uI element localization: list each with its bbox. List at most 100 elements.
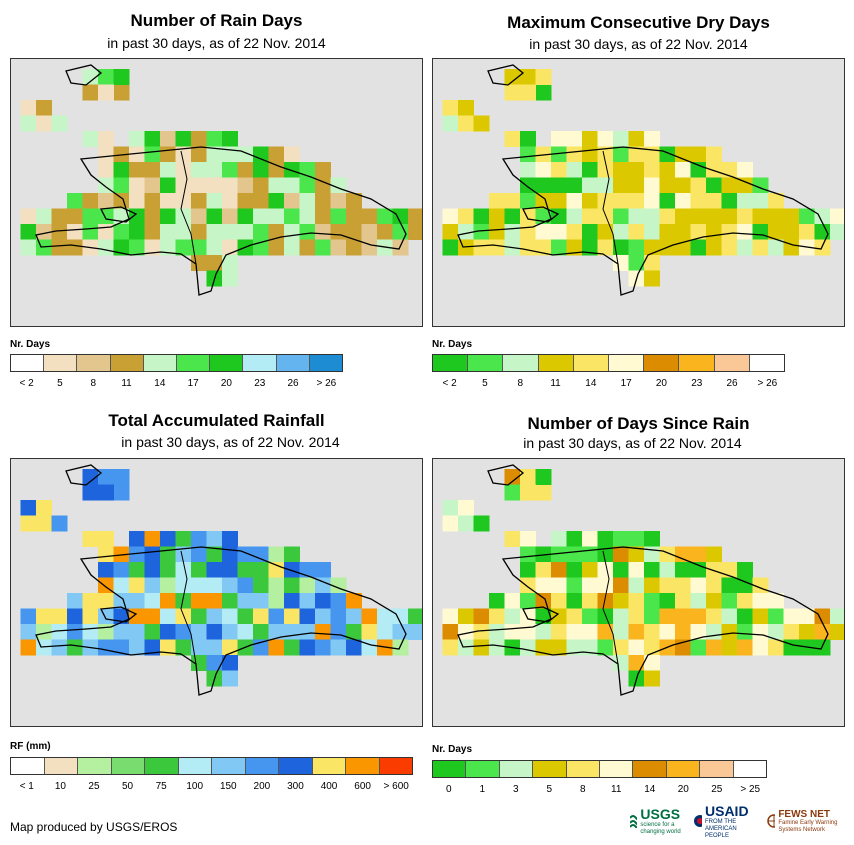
grid-cell — [721, 224, 738, 240]
grid-cell — [253, 546, 269, 563]
grid-cell — [144, 639, 161, 656]
grid-cell — [613, 193, 629, 209]
grid-cell — [489, 239, 505, 256]
grid-cell — [113, 577, 130, 594]
grid-cell — [268, 624, 285, 640]
grid-cell — [20, 208, 37, 225]
legend-label: 26 — [726, 378, 738, 389]
grid-cell — [206, 531, 223, 547]
grid-cell — [535, 193, 552, 209]
grid-cell — [98, 639, 114, 656]
grid-cell — [206, 131, 223, 147]
grid-cell — [628, 177, 645, 194]
legend-label: 11 — [121, 378, 132, 389]
grid-cell — [799, 208, 815, 225]
grid-cell — [113, 624, 130, 640]
grid-cell — [315, 608, 331, 625]
grid-cell — [644, 593, 660, 609]
grid-cell — [613, 208, 629, 225]
legend-swatch — [312, 758, 346, 774]
grid-cell — [675, 224, 691, 240]
legend-label: 75 — [155, 781, 167, 792]
usaid-seal-icon — [694, 815, 702, 827]
grid-cell — [489, 593, 505, 609]
grid-cell — [628, 162, 645, 178]
grid-cell — [222, 208, 238, 225]
grid-cell — [175, 177, 192, 194]
legend-swatch — [533, 761, 567, 777]
grid-cell — [206, 239, 223, 256]
legend-swatch — [433, 761, 467, 777]
grid-cell — [597, 531, 614, 547]
grid-cell — [36, 224, 52, 240]
grid-cell — [752, 208, 769, 225]
grid-cell — [628, 577, 645, 594]
map-days-since — [432, 458, 845, 727]
grid-cell — [222, 270, 238, 287]
grid-cell — [144, 193, 161, 209]
grid-cell — [98, 131, 114, 147]
grid-cell — [51, 224, 68, 240]
grid-cell — [98, 69, 114, 85]
panel-subtitle: in past 30 days, as of 22 Nov. 2014 — [107, 35, 326, 51]
grid-cell — [191, 608, 207, 625]
legend-label: 1 — [479, 784, 486, 795]
grid-cell — [690, 624, 707, 640]
grid-cell — [284, 239, 300, 256]
legend-label: 11 — [550, 378, 561, 389]
grid-cell — [613, 177, 629, 194]
grid-cell — [20, 608, 37, 625]
legend-label: 200 — [253, 781, 271, 792]
grid-cell — [129, 577, 145, 594]
grid-cell — [20, 500, 37, 516]
legend-swatch — [143, 355, 178, 371]
grid-cell — [237, 624, 254, 640]
grid-cell — [535, 224, 552, 240]
panel-subtitle: in past 30 days, as of 22 Nov. 2014 — [523, 435, 742, 451]
grid-cell — [628, 193, 645, 209]
grid-cell — [98, 146, 114, 163]
grid-cell — [737, 562, 753, 578]
legend-label: > 26 — [757, 378, 778, 389]
grid-cell — [253, 593, 269, 609]
grid-cell — [675, 624, 691, 640]
grid-cell — [628, 146, 645, 163]
grid-cell — [253, 224, 269, 240]
grid-cell — [222, 255, 238, 271]
grid-cell — [721, 208, 738, 225]
grid-cell — [222, 608, 238, 625]
grid-cell — [644, 193, 660, 209]
grid-cell — [20, 224, 37, 240]
legend-swatch — [245, 758, 279, 774]
legend-color-bar — [432, 760, 767, 778]
grid-cell — [752, 639, 769, 656]
grid-cell — [98, 484, 114, 501]
grid-cell — [330, 639, 347, 656]
legend-label: 17 — [620, 378, 632, 389]
grid-cell — [675, 562, 691, 578]
grid-cell — [284, 546, 300, 563]
map-grid — [20, 64, 422, 296]
grid-cell — [768, 239, 784, 256]
legend-label: 14 — [644, 784, 656, 795]
grid-cell — [473, 224, 490, 240]
grid-cell — [299, 624, 316, 640]
legend-label: 100 — [186, 781, 204, 792]
grid-cell — [253, 193, 269, 209]
grid-cell — [113, 224, 130, 240]
legend-swatch — [44, 758, 78, 774]
grid-cell — [799, 624, 815, 640]
grid-cell — [113, 593, 130, 609]
grid-cell — [222, 193, 238, 209]
legend-swatch — [212, 758, 246, 774]
grid-cell — [706, 546, 722, 563]
legend-label: 8 — [517, 378, 524, 389]
grid-cell — [315, 562, 331, 578]
grid-cell — [473, 639, 490, 656]
grid-cell — [551, 162, 567, 178]
legend-label: 23 — [254, 378, 266, 389]
legend-swatch — [644, 355, 680, 371]
grid-cell — [768, 624, 784, 640]
grid-cell — [268, 193, 285, 209]
legend-swatch — [573, 355, 610, 371]
